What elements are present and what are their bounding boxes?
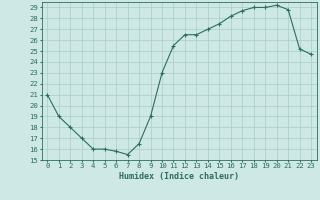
X-axis label: Humidex (Indice chaleur): Humidex (Indice chaleur) [119,172,239,181]
